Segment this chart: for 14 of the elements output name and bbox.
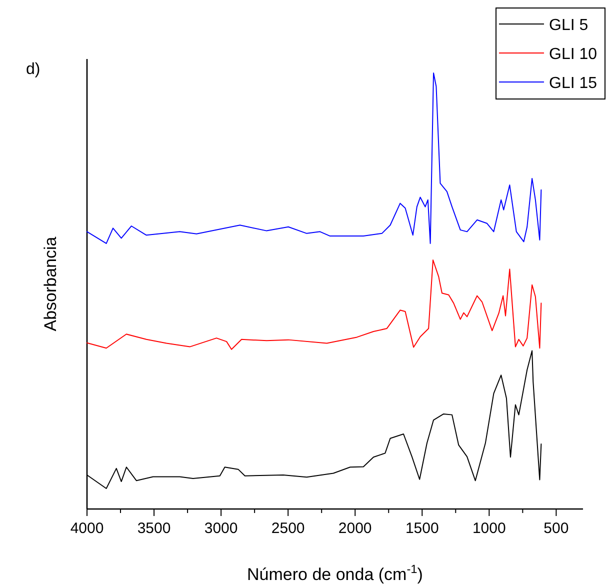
- x-tick-label: 4000: [70, 520, 104, 537]
- x-tick-label: 1500: [405, 520, 439, 537]
- x-tick-label: 3500: [137, 520, 171, 537]
- legend-label: GLI 10: [549, 46, 598, 63]
- y-axis-title: Absorbancia: [41, 236, 60, 332]
- x-tick-label: 3000: [204, 520, 238, 537]
- legend-label: GLI 15: [549, 75, 598, 92]
- x-tick-label: 2000: [338, 520, 372, 537]
- x-tick-label: 2500: [271, 520, 305, 537]
- x-tick-label: 1000: [472, 520, 506, 537]
- legend-label: GLI 5: [549, 17, 588, 34]
- x-axis-title: Número de onda (cm$^{-1}$): [247, 562, 423, 584]
- x-tick-label: 500: [544, 520, 569, 537]
- text: d): [26, 61, 40, 78]
